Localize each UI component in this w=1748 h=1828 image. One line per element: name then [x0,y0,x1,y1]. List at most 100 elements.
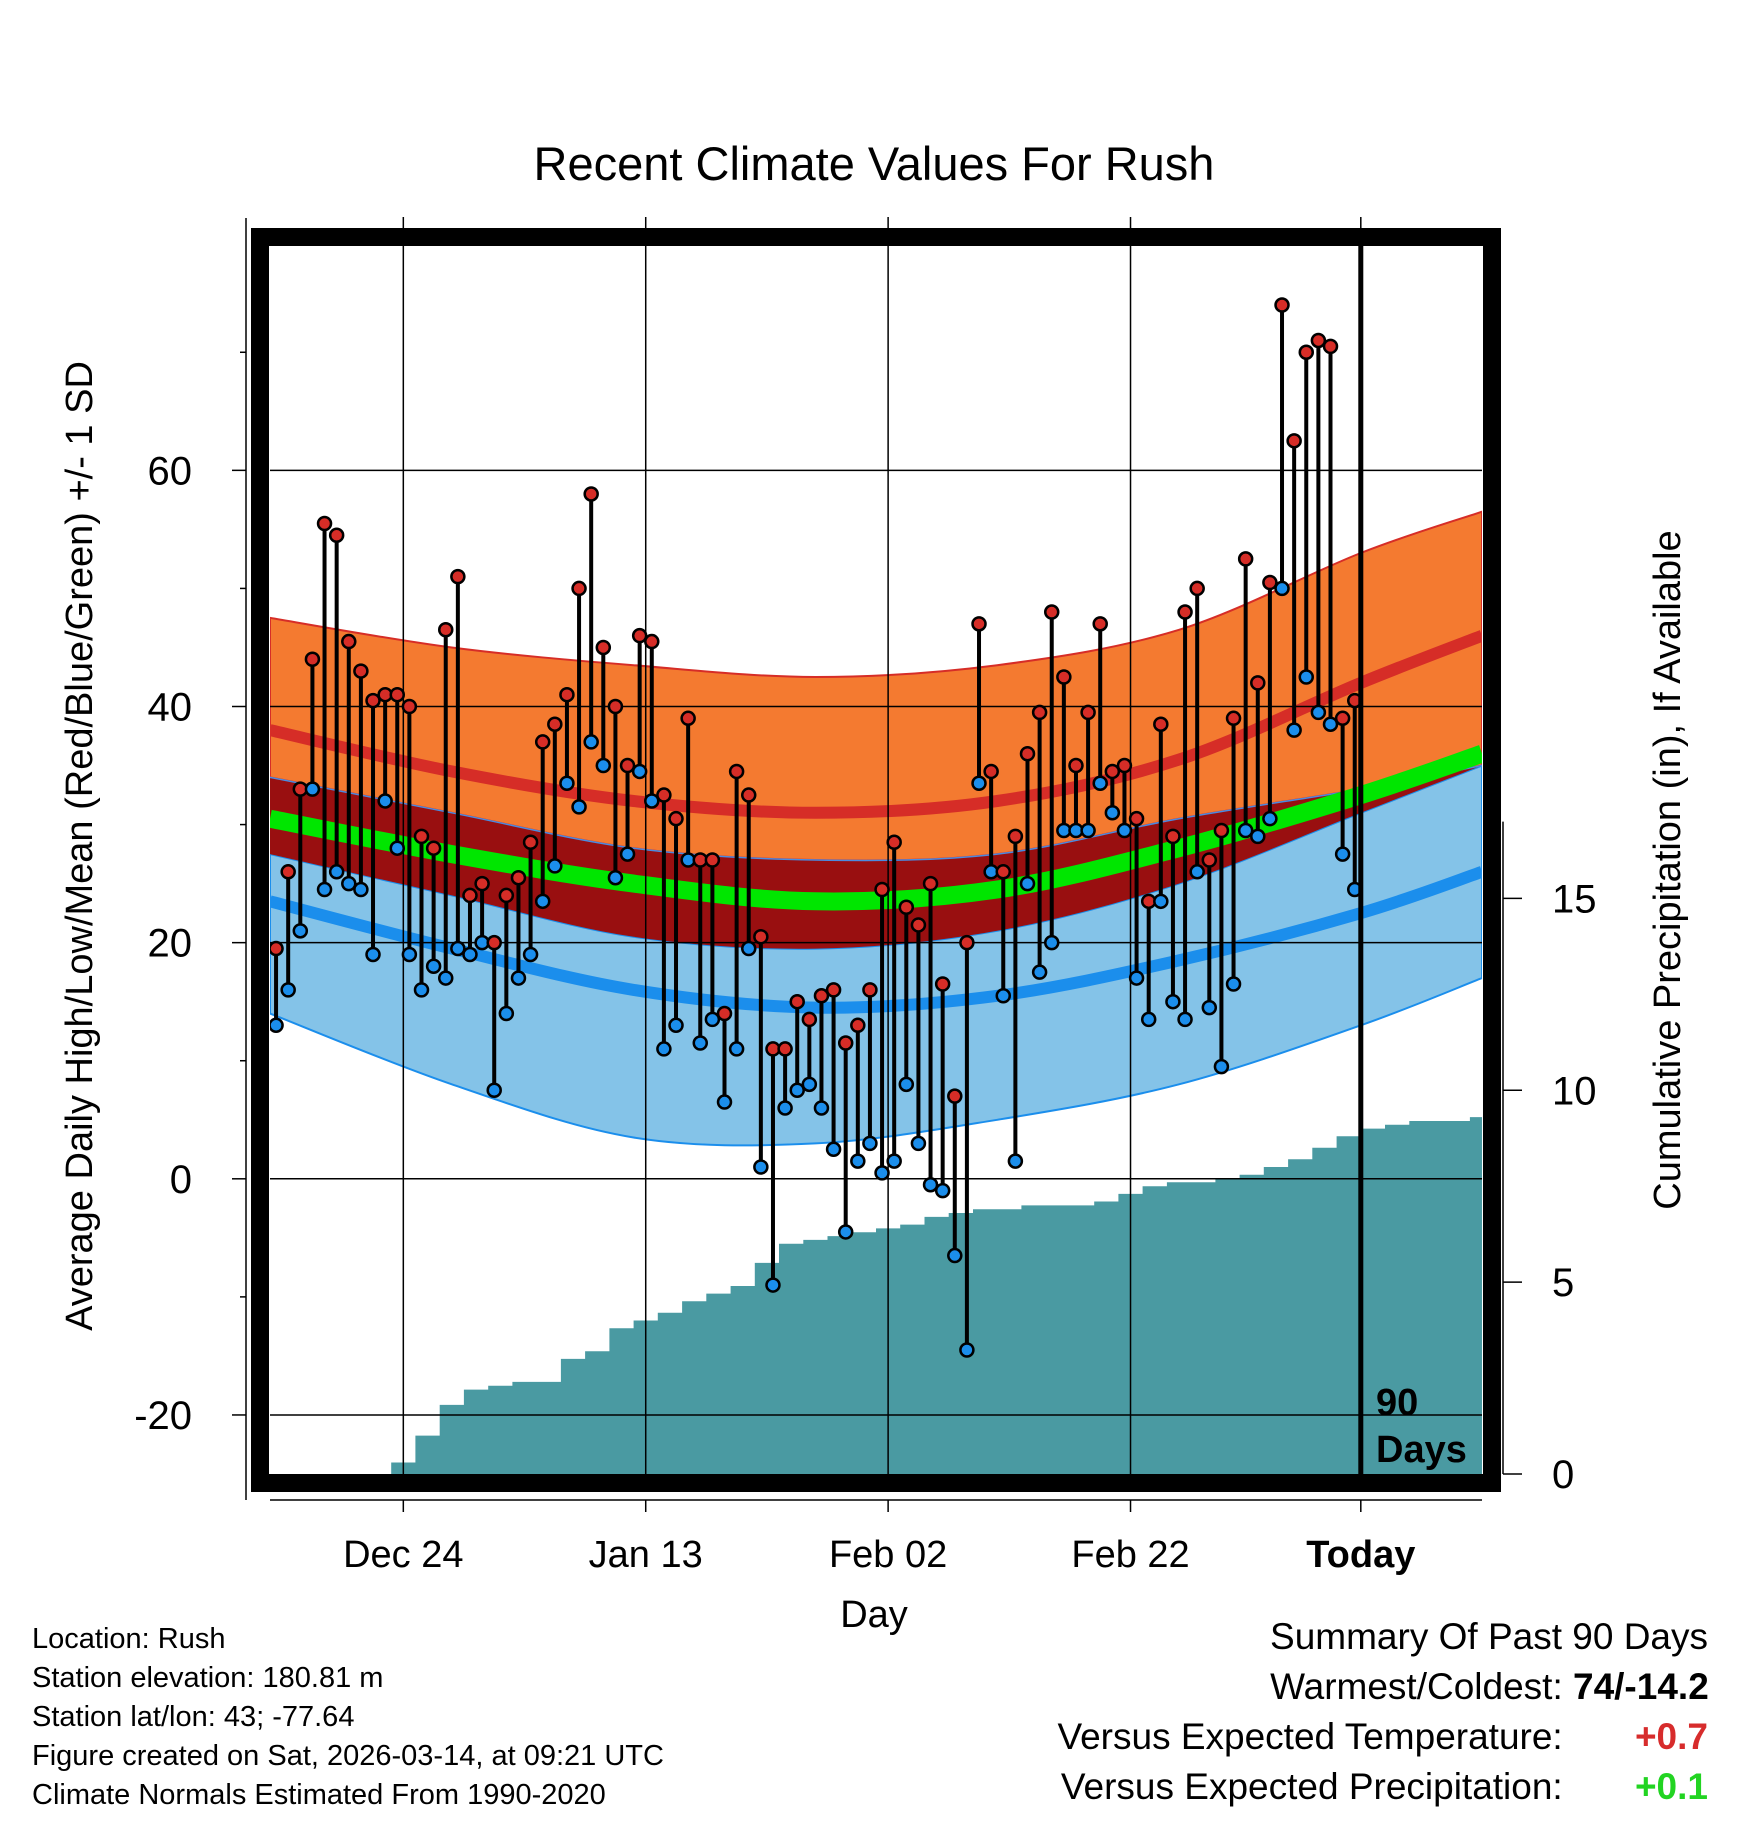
obs-low-point [389,840,406,856]
obs-low-point [910,1135,927,1152]
obs-low-point [583,734,599,750]
obs-high-point [1189,580,1205,597]
temp-label: Versus Expected Temperature: [1057,1716,1563,1757]
obs-high-point [607,698,624,715]
obs-low-point [1128,970,1145,986]
obs-low-point [1043,934,1060,951]
obs-low-point [1250,828,1266,845]
obs-high-point [971,616,987,632]
x-tick-label: Feb 02 [829,1534,947,1576]
y-tick-label: 20 [148,922,193,966]
obs-high-point [910,917,927,933]
obs-high-point [1225,710,1242,727]
obs-high-point [450,568,466,585]
obs-low-point [1286,722,1302,738]
obs-high-point [959,934,975,951]
obs-low-point [353,881,369,898]
obs-low-point [341,875,357,892]
obs-high-point [801,1011,818,1028]
obs-low-point [1007,1153,1024,1169]
obs-low-point [898,1076,915,1093]
obs-high-point [704,852,721,868]
obs-high-point [740,787,757,803]
obs-high-point [922,875,939,892]
obs-high-point [1262,574,1278,591]
obs-low-point [668,1017,684,1034]
obs-high-point [595,639,612,656]
obs-low-point [292,923,309,939]
obs-low-point [1334,846,1351,862]
obs-high-point [1104,763,1121,780]
obs-low-point [510,970,527,986]
warm-cold-label: Warmest/Coldest: [1270,1666,1563,1707]
obs-low-point [1019,875,1036,892]
obs-low-point [995,988,1012,1004]
obs-low-point [304,781,321,797]
y2-axis-label: Cumulative Precipitation (in), If Availa… [1647,530,1689,1209]
obs-low-point [922,1176,939,1193]
obs-high-point [474,875,490,892]
period-label-days: Days [1376,1429,1467,1471]
obs-high-point [486,934,502,951]
obs-high-point [1019,745,1036,762]
obs-high-point [1322,338,1339,355]
obs-low-point [777,1100,793,1116]
obs-high-point [728,763,745,780]
obs-low-point [607,869,624,886]
y2-tick-label: 10 [1552,1069,1597,1113]
precip-value: +0.1 [1634,1766,1708,1807]
obs-high-point [680,710,696,727]
obs-high-point [995,864,1012,880]
obs-high-point [947,1088,963,1104]
obs-low-point [1213,1058,1230,1075]
obs-low-point [1225,976,1242,992]
obs-high-point [270,940,284,957]
normals-text: Climate Normals Estimated From 1990-2020 [32,1779,606,1811]
y-tick-label: 60 [148,449,193,493]
y2-tick-label: 0 [1552,1453,1574,1497]
plot-border [251,228,1501,1492]
obs-high-point [1201,852,1218,868]
obs-low-point [886,1153,902,1169]
obs-high-point [1092,616,1108,632]
obs-low-point [1116,822,1133,839]
precip-area [270,1117,1482,1474]
obs-low-point [270,1017,284,1034]
obs-high-point [304,651,321,668]
obs-high-point [668,810,684,827]
obs-low-point [850,1153,866,1169]
obs-low-point [740,940,757,957]
obs-low-point [1140,1011,1157,1028]
obs-low-point [692,1035,709,1051]
obs-low-point [462,946,478,963]
x-tick-label: Today [1306,1534,1415,1576]
obs-high-point [1274,297,1290,313]
obs-low-point [862,1135,878,1152]
obs-high-point [1298,344,1315,361]
mean-band [270,765,1482,949]
obs-high-point [547,716,563,732]
obs-low-point [401,946,418,963]
obs-low-point [595,757,612,774]
obs-low-point [1237,822,1254,839]
obs-low-point [656,1041,672,1057]
obs-high-point [837,1035,854,1051]
precip-label: Versus Expected Precipitation: [1060,1766,1563,1807]
temp-value: +0.7 [1634,1716,1708,1757]
obs-low-point [1201,999,1218,1016]
obs-high-point [365,692,381,709]
obs-high-point [777,1041,793,1057]
obs-high-point [328,527,345,544]
y-tick-label: -20 [134,1394,192,1438]
y-axis-label: Average Daily High/Low/Mean (Red/Blue/Gr… [59,361,101,1331]
obs-low-point [1104,805,1121,821]
elevation-text: Station elevation: 180.81 m [32,1662,384,1694]
obs-high-point [934,976,951,992]
obs-high-point [571,580,587,597]
period-label-number: 90 [1376,1382,1418,1424]
x-axis-label: Day [840,1594,908,1636]
obs-high-point [898,899,915,915]
obs-low-point [813,1100,830,1116]
obs-low-point [1165,993,1181,1010]
obs-high-point [1213,822,1230,839]
